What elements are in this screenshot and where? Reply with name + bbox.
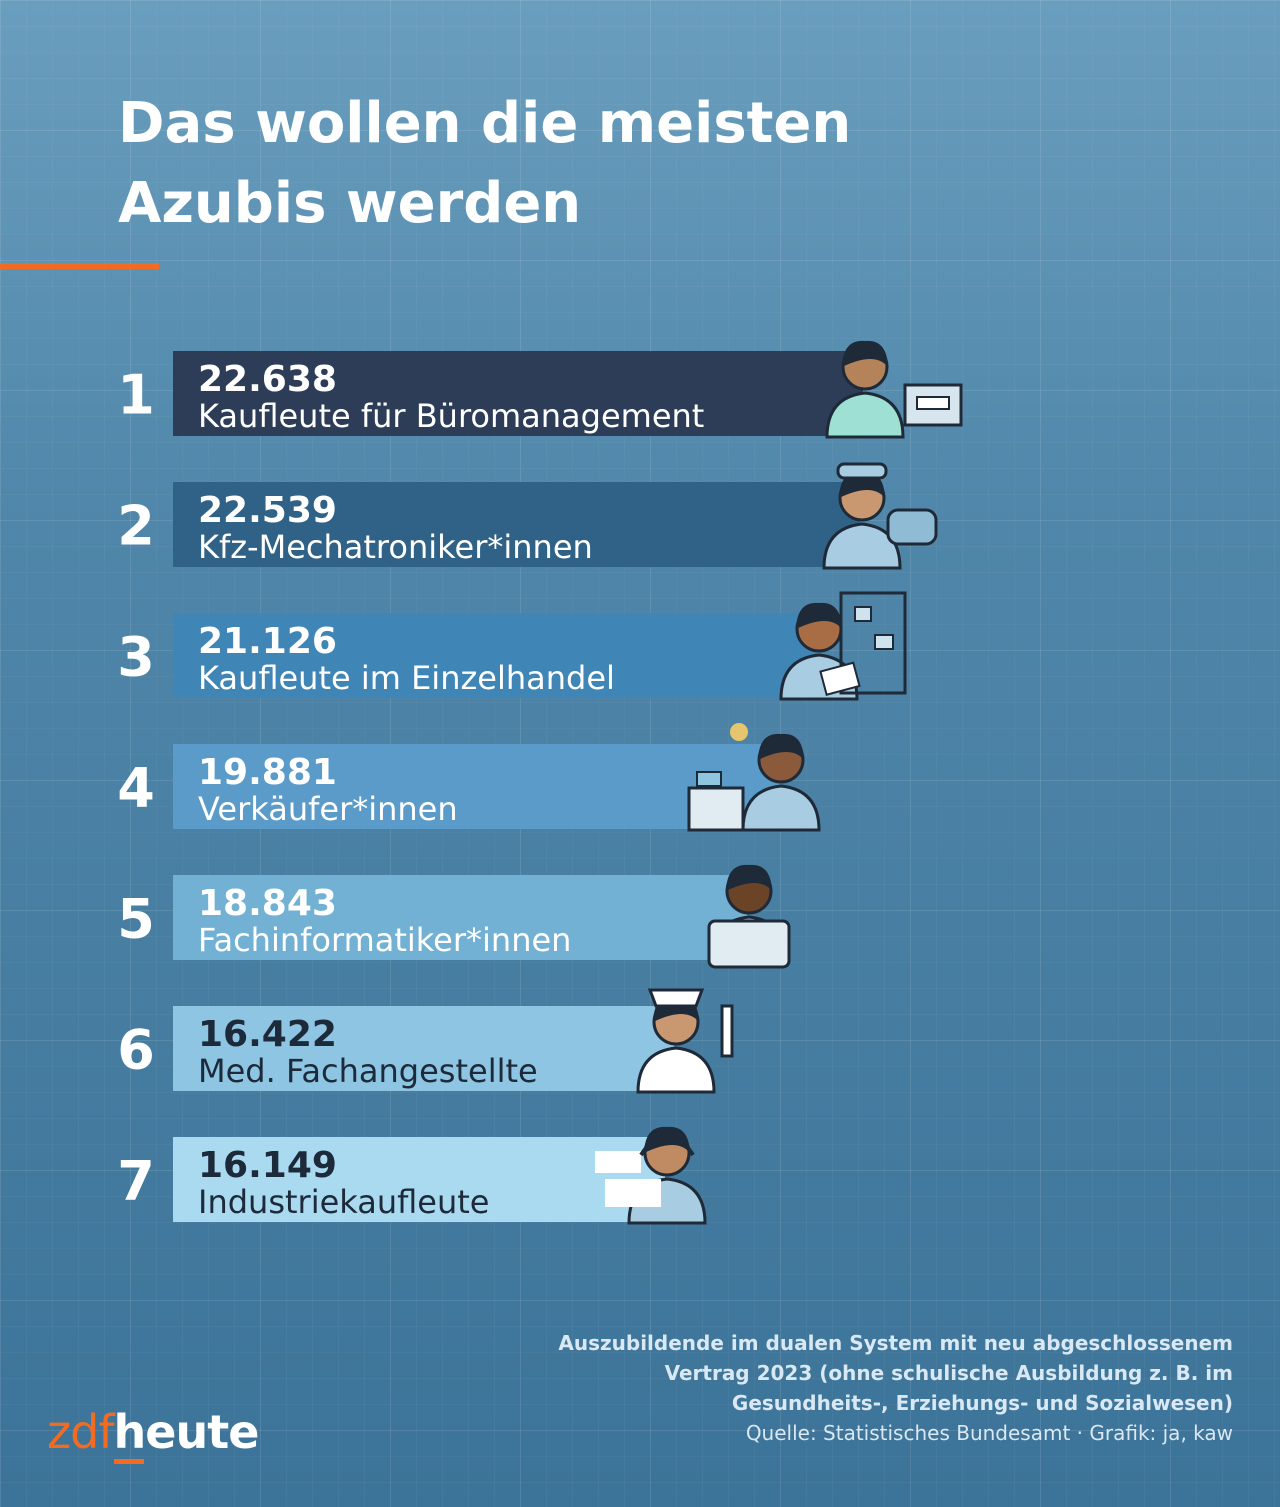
category-label: Verkäufer*innen (198, 790, 458, 828)
call-center-icon (595, 1126, 707, 1225)
mechanic-icon (822, 462, 938, 570)
value-label: 18.843 (198, 883, 337, 924)
rank-label: 1 (117, 364, 155, 427)
category-label: Fachinformatiker*innen (198, 921, 571, 959)
logo-underline (113, 1459, 144, 1464)
bar (173, 1137, 665, 1222)
footnote: Auszubildende im dualen System mit neu a… (473, 1328, 1233, 1418)
value-label: 22.638 (198, 359, 337, 400)
value-label: 22.539 (198, 490, 337, 531)
bar (173, 482, 860, 567)
rank-label: 2 (117, 495, 155, 558)
title-line-2: Azubis werden (118, 171, 582, 236)
value-label: 16.422 (198, 1014, 337, 1055)
accent-line (0, 263, 159, 269)
footnote-line-1: Auszubildende im dualen System mit neu a… (558, 1331, 1233, 1355)
category-label: Industriekaufleute (198, 1183, 489, 1221)
logo-zdf: zdf (47, 1405, 115, 1459)
rank-label: 7 (117, 1150, 155, 1213)
medical-assistant-icon (636, 988, 734, 1094)
source-credit: Quelle: Statistisches Bundesamt · Grafik… (745, 1421, 1233, 1445)
bar (173, 744, 779, 829)
page-title: Das wollen die meisten Azubis werden (118, 84, 918, 244)
rank-label: 5 (117, 888, 155, 951)
category-label: Kaufleute für Büromanagement (198, 397, 704, 435)
footnote-line-2: Vertrag 2023 (ohne schulische Ausbildung… (664, 1361, 1233, 1385)
footnote-line-3: Gesundheits-, Erziehungs- und Sozialwese… (731, 1391, 1233, 1415)
cashier-icon (687, 723, 821, 832)
value-label: 16.149 (198, 1145, 337, 1186)
value-label: 21.126 (198, 621, 337, 662)
rank-label: 6 (117, 1019, 155, 1082)
bar (173, 613, 817, 698)
category-label: Kfz-Mechatroniker*innen (198, 528, 593, 566)
value-label: 19.881 (198, 752, 337, 793)
retail-clerk-icon (779, 591, 907, 701)
category-label: Kaufleute im Einzelhandel (198, 659, 615, 697)
programmer-icon (707, 864, 791, 969)
rank-label: 4 (117, 757, 155, 820)
bar (173, 351, 863, 436)
bar (173, 875, 747, 960)
category-label: Med. Fachangestellte (198, 1052, 538, 1090)
rank-label: 3 (117, 626, 155, 689)
zdfheute-logo: zdf heute (47, 1402, 260, 1464)
logo-heute-text: heute (113, 1405, 260, 1459)
office-worker-icon (825, 340, 963, 439)
logo-heute: heute (113, 1405, 260, 1464)
bar (173, 1006, 674, 1091)
title-line-1: Das wollen die meisten (118, 91, 852, 156)
